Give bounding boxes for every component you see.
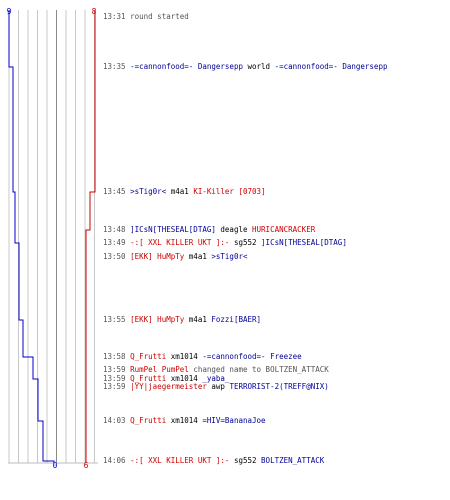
t-alive-line (85, 10, 96, 463)
log-text: Q_Frutti (130, 352, 167, 361)
graph-gridlines (8, 10, 95, 463)
log-time: 13:45 (103, 187, 126, 196)
log-time: 13:31 (103, 12, 126, 21)
log-entry: 13:59 RumPel PumPel changed name to BOLT… (103, 365, 329, 374)
log-entry: 13:35 -=cannonfood=- Dangersepp world -=… (103, 62, 387, 71)
log-entry: 14:06 -:[ XXL KILLER UKT ]:- sg552 BOLTZ… (103, 456, 324, 465)
log-text: -=cannonfood=- Dangersepp (274, 62, 388, 71)
log-text: changed name to BOLTZEN_ATTACK (193, 365, 329, 374)
log-entry: 13:59 |YY|jaegermeister awp TERRORIST-2(… (103, 382, 329, 391)
log-text: -:[ XXL KILLER UKT ]:- (130, 238, 230, 247)
ct-alive-line (8, 10, 55, 463)
log-time: 13:49 (103, 238, 126, 247)
ct-start-score: 9 (7, 7, 12, 16)
log-time: 13:58 (103, 352, 126, 361)
log-text: >sTig0r< (211, 252, 248, 261)
log-text: sg552 (233, 456, 257, 465)
log-text: ]ICsN[THESEAL[DTAG] (130, 225, 216, 234)
players-alive-graph: 9 8 0 6 (7, 7, 98, 470)
log-time: 14:03 (103, 416, 126, 425)
log-time: 13:59 (103, 382, 126, 391)
log-text: [EKK] HuMpTy (130, 315, 185, 324)
log-text: =HIV=BananaJoe (202, 416, 266, 425)
log-text: sg552 (233, 238, 257, 247)
log-text: KI-Killer [0703] (193, 187, 266, 196)
log-text: >sTig0r< (130, 187, 167, 196)
log-text: m4a1 (188, 315, 207, 324)
log-text: TERRORIST-2(TREFF@NIX) (229, 382, 329, 391)
log-text: m4a1 (170, 187, 189, 196)
log-text: _yaba_ (202, 374, 230, 383)
log-entry: 13:59 Q_Frutti xm1014 _yaba_ (103, 374, 229, 383)
t-end-score: 6 (84, 461, 89, 470)
log-text: |YY|jaegermeister (130, 382, 207, 391)
log-entry: 13:45 >sTig0r< m4a1 KI-Killer [0703] (103, 187, 266, 196)
log-text: xm1014 (170, 352, 198, 361)
log-time: 13:59 (103, 374, 126, 383)
log-text: BOLTZEN_ATTACK (261, 456, 325, 465)
log-entry: 13:55 [EKK] HuMpTy m4a1 Fozzi[BAER] (103, 315, 261, 324)
log-entry: 13:31 round started (103, 12, 189, 21)
log-entry: 13:50 [EKK] HuMpTy m4a1 >sTig0r< (103, 252, 248, 261)
log-time: 13:55 (103, 315, 126, 324)
log-text: awp (211, 382, 225, 391)
log-time: 13:48 (103, 225, 126, 234)
log-text: round started (130, 12, 189, 21)
log-entry: 13:49 -:[ XXL KILLER UKT ]:- sg552 ]ICsN… (103, 238, 347, 247)
log-text: world (247, 62, 271, 71)
log-text: ]ICsN[THESEAL[DTAG] (261, 238, 347, 247)
log-text: -=cannonfood=- Dangersepp (130, 62, 243, 71)
log-time: 13:59 (103, 365, 126, 374)
log-time: 14:06 (103, 456, 126, 465)
log-entry: 13:48 ]ICsN[THESEAL[DTAG] deagle HURICAN… (103, 225, 315, 234)
log-text: xm1014 (170, 374, 198, 383)
log-text: Q_Frutti (130, 416, 167, 425)
log-text: Fozzi[BAER] (211, 315, 262, 324)
ct-end-score: 0 (53, 461, 58, 470)
log-text: HURICANCRACKER (252, 225, 316, 234)
log-text: [EKK] HuMpTy (130, 252, 185, 261)
log-text: deagle (220, 225, 248, 234)
log-text: m4a1 (188, 252, 207, 261)
log-time: 13:35 (103, 62, 126, 71)
log-text: Q_Frutti (130, 374, 167, 383)
t-start-score: 8 (92, 7, 97, 16)
log-text: RumPel PumPel (130, 365, 189, 374)
log-entry: 13:58 Q_Frutti xm1014 -=cannonfood=- Fre… (103, 352, 302, 361)
log-entry: 14:03 Q_Frutti xm1014 =HIV=BananaJoe (103, 416, 266, 425)
log-text: -=cannonfood=- Freezee (202, 352, 302, 361)
log-text: -:[ XXL KILLER UKT ]:- (130, 456, 230, 465)
log-time: 13:50 (103, 252, 126, 261)
log-text: xm1014 (170, 416, 198, 425)
